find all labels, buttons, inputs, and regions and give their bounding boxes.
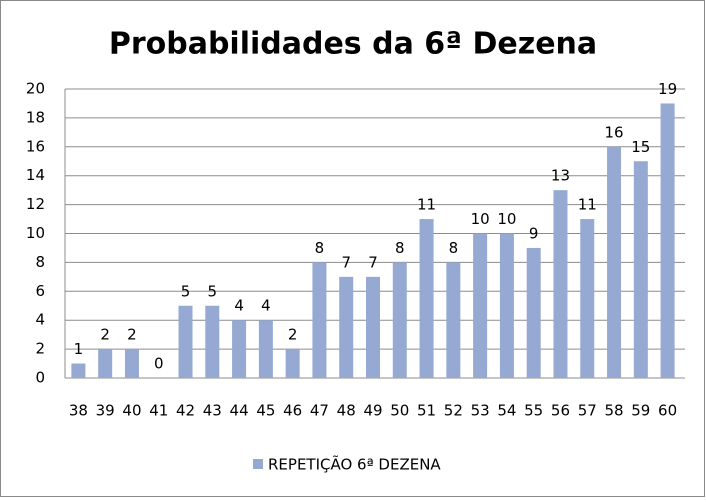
bar [446,262,461,378]
x-tick-label: 58 [604,402,623,420]
bar [607,146,622,378]
data-label: 7 [341,253,351,271]
data-label: 8 [395,239,405,257]
bar [580,219,595,378]
x-tick-label: 42 [176,402,195,420]
bar [392,262,407,378]
x-tick-label: 52 [444,402,463,420]
y-tick-label: 20 [26,80,45,98]
data-label: 15 [631,138,650,156]
bar [232,320,247,378]
x-tick-label: 55 [524,402,543,420]
x-tick-label: 46 [283,402,302,420]
y-tick-label: 8 [35,253,45,271]
bar [124,349,139,378]
data-label: 19 [658,80,677,98]
data-label: 1 [74,340,84,358]
x-tick-label: 47 [310,402,329,420]
x-tick-label: 57 [578,402,597,420]
data-label: 10 [471,210,490,228]
y-tick-label: 4 [35,311,45,329]
x-tick-label: 39 [96,402,115,420]
x-tick-label: 59 [631,402,650,420]
bar [366,276,380,378]
data-label: 8 [449,239,459,257]
data-label: 11 [578,196,597,214]
x-tick-label: 48 [337,402,356,420]
data-label: 13 [551,167,570,185]
bar [258,320,273,378]
x-tick-label: 44 [230,402,249,420]
bar [205,305,220,378]
data-label: 0 [154,355,164,373]
x-tick-label: 56 [551,402,570,420]
x-tick-label: 53 [471,402,490,420]
data-label: 8 [315,239,325,257]
data-label: 4 [234,297,244,315]
x-tick-label: 38 [69,402,88,420]
bar [633,161,648,378]
y-tick-label: 12 [26,195,45,213]
bar [312,262,327,378]
bar [71,363,86,378]
y-tick-label: 2 [35,340,45,358]
legend-label: REPETIÇÃO 6ª DEZENA [268,455,441,474]
x-tick-label: 41 [149,402,168,420]
bar [526,247,541,378]
data-label: 10 [497,210,516,228]
y-tick-label: 0 [35,369,45,387]
bar [178,305,193,378]
y-tick-label: 16 [26,137,45,155]
x-tick-label: 50 [390,402,409,420]
x-tick-label: 43 [203,402,222,420]
bar [339,276,354,378]
legend-marker [253,459,263,469]
data-label: 9 [529,224,539,242]
data-label: 4 [261,297,271,315]
bar [98,349,113,378]
data-label: 5 [208,282,218,300]
data-label: 5 [181,282,191,300]
x-tick-label: 49 [363,402,382,420]
bar [553,190,568,378]
bar [499,233,514,378]
bar [660,103,675,378]
data-label: 2 [288,326,298,344]
chart-title: Probabilidades da 6ª Dezena [109,27,597,62]
y-tick-label: 14 [26,166,45,184]
y-tick-label: 10 [26,224,45,242]
data-label: 2 [127,326,137,344]
bar [419,219,434,378]
bar [285,349,300,378]
data-label: 16 [604,123,623,141]
x-tick-label: 54 [497,402,516,420]
y-tick-label: 18 [26,108,45,126]
data-label: 7 [368,253,378,271]
x-tick-label: 51 [417,402,436,420]
x-tick-label: 60 [658,402,677,420]
bar [473,233,488,378]
data-label: 2 [100,326,110,344]
x-tick-label: 45 [256,402,275,420]
x-tick-label: 40 [122,402,141,420]
data-label: 11 [417,196,436,214]
y-tick-label: 6 [35,282,45,300]
